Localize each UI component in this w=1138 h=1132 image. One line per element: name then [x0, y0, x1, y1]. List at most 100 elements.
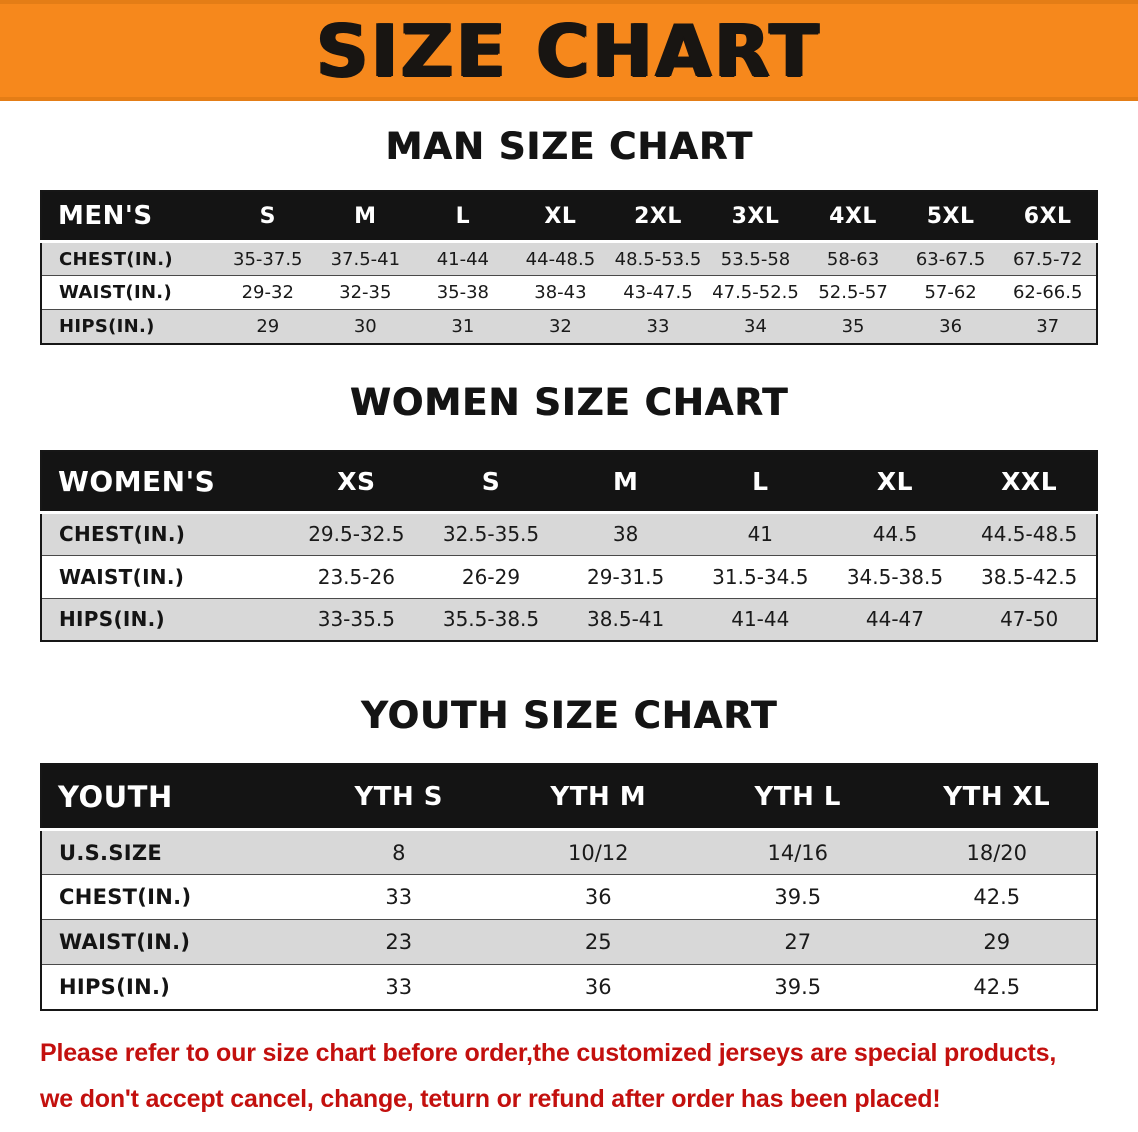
size-value-cell: 32.5-35.5: [442, 522, 540, 546]
size-value-cell: 34.5-38.5: [846, 564, 944, 589]
size-header-cell: YTH M: [498, 764, 698, 831]
size-header-cell: S: [423, 450, 559, 514]
measurement-label-cell: CHEST(IN.): [59, 248, 173, 270]
men-section-heading: MAN SIZE CHART: [385, 125, 753, 168]
size-value-cell: 34: [744, 315, 767, 337]
size-value-cell: 57-62: [924, 282, 977, 303]
size-value-cell: 33: [385, 885, 413, 909]
table-title-cell: YOUTH: [41, 764, 299, 831]
measurement-row: HIPS(IN.) 33-35.5 35.5-38.5 38.5-41 41-44 44-…: [41, 598, 1097, 641]
size-header-cell: XL: [827, 450, 963, 514]
table-title-cell: WOMEN'S: [41, 450, 289, 514]
size-header-row: MEN'S S M L XL 2XL 3XL 4XL 5XL 6XL: [41, 191, 1097, 243]
size-value-cell: 58-63: [826, 248, 880, 270]
size-header-row: WOMEN'S XS S M L XL XXL: [41, 450, 1097, 514]
size-header-cell: XL: [511, 191, 610, 243]
measurement-label-cell: WAIST(IN.): [59, 564, 185, 589]
size-value-cell: 25: [584, 930, 612, 954]
size-value-cell: 29.5-32.5: [308, 522, 405, 546]
size-value-cell: 29: [983, 930, 1011, 954]
size-header-row: YOUTH YTH S YTH M YTH L YTH XL: [41, 764, 1097, 831]
size-value-cell: 42.5: [973, 885, 1021, 909]
size-value-cell: 38: [612, 522, 639, 546]
women-section-heading: WOMEN SIZE CHART: [349, 380, 789, 424]
size-value-cell: 33: [385, 974, 413, 999]
size-value-cell: 44.5-48.5: [981, 522, 1078, 546]
measurement-row: CHEST(IN.) 33 36 39.5 42.5: [41, 874, 1097, 920]
size-value-cell: 23: [385, 930, 413, 954]
size-value-cell: 62-66.5: [1012, 282, 1083, 303]
measurement-label-cell: CHEST(IN.): [59, 522, 186, 546]
size-value-cell: 10/12: [567, 840, 629, 865]
size-value-cell: 43-47.5: [623, 282, 693, 303]
measurement-row: WAIST(IN.) 23 25 27 29: [41, 919, 1097, 965]
measurement-label-cell: WAIST(IN.): [59, 930, 191, 954]
size-value-cell: 33-35.5: [317, 607, 395, 632]
size-header-cell: XS: [289, 450, 424, 514]
size-header-cell: 6XL: [999, 191, 1097, 243]
size-value-cell: 32: [548, 315, 572, 337]
measurement-row: HIPS(IN.) 33 36 39.5 42.5: [41, 964, 1097, 1010]
measurement-label-cell: HIPS(IN.): [59, 974, 171, 999]
women-size-table: WOMEN'S XS S M L XL XXL CHEST(IN.) 29.5-32.5 32.5…: [40, 449, 1098, 642]
size-header-cell: S: [219, 191, 317, 243]
size-value-cell: 53.5-58: [720, 248, 791, 270]
size-header-cell: 5XL: [901, 191, 1000, 243]
size-value-cell: 31.5-34.5: [712, 564, 809, 589]
size-value-cell: 38.5-41: [587, 607, 665, 632]
measurement-label-cell: HIPS(IN.): [59, 315, 155, 337]
footer-note: Please refer to our size chart before or…: [40, 1035, 1098, 1118]
size-value-cell: 27: [784, 930, 812, 954]
size-header-cell: YTH S: [299, 764, 499, 831]
size-value-cell: 38-43: [534, 282, 587, 303]
men-size-table: MEN'S S M L XL 2XL 3XL 4XL 5XL 6XL CHEST(IN.) 35-37…: [40, 190, 1098, 345]
size-value-cell: 29-31.5: [587, 564, 665, 589]
size-value-cell: 44-47: [865, 607, 925, 632]
note-line-2: we don't accept cancel, change, teturn o…: [40, 1084, 941, 1113]
size-value-cell: 33: [646, 315, 670, 337]
size-header-cell: 2XL: [609, 191, 707, 243]
measurement-label-cell: WAIST(IN.): [59, 282, 172, 303]
size-value-cell: 41-44: [436, 248, 490, 270]
measurement-row: WAIST(IN.) 29-32 32-35 35-38 38-43 43-47.5 47.…: [41, 275, 1097, 310]
size-value-cell: 35: [841, 315, 865, 337]
table-title-cell: MEN'S: [41, 191, 219, 243]
size-value-cell: 26-29: [461, 564, 521, 589]
size-value-cell: 35-38: [436, 282, 490, 303]
size-value-cell: 35-37.5: [233, 248, 303, 270]
size-value-cell: 63-67.5: [915, 248, 986, 270]
size-value-cell: 47-50: [1000, 607, 1059, 632]
size-value-cell: 39.5: [774, 885, 822, 909]
size-value-cell: 44.5: [872, 522, 918, 546]
size-value-cell: 18/20: [966, 840, 1028, 865]
size-value-cell: 36: [584, 974, 612, 999]
size-value-cell: 30: [353, 315, 377, 337]
size-value-cell: 37: [1036, 315, 1060, 337]
size-value-cell: 44-48.5: [525, 248, 596, 270]
size-value-cell: 35.5-38.5: [442, 607, 540, 632]
size-header-cell: 3XL: [706, 191, 805, 243]
size-value-cell: 42.5: [973, 974, 1021, 999]
size-value-cell: 41: [747, 522, 774, 546]
measurement-label-cell: U.S.SIZE: [59, 840, 163, 865]
size-value-cell: 32-35: [339, 282, 392, 303]
size-value-cell: 38.5-42.5: [981, 564, 1078, 589]
banner-title: SIZE CHART: [316, 8, 822, 93]
size-value-cell: 36: [939, 315, 963, 337]
size-value-cell: 29: [256, 315, 280, 337]
measurement-row: HIPS(IN.) 29 30 31 32 33 34 35 36 37: [41, 309, 1097, 344]
size-header-cell: M: [558, 450, 693, 514]
measurement-row: CHEST(IN.) 29.5-32.5 32.5-35.5 38 41 44.5 44.5…: [41, 512, 1097, 555]
size-header-cell: YTH XL: [897, 764, 1097, 831]
size-value-cell: 52.5-57: [818, 282, 888, 303]
women-size-section: WOMEN SIZE CHART WOMEN'S XS S M L XL XXL CHEST(…: [0, 380, 1138, 642]
men-size-section: MAN SIZE CHART MEN'S S M L XL 2XL 3XL 4XL 5XL 6XL…: [0, 125, 1138, 345]
size-value-cell: 36: [584, 885, 612, 909]
size-value-cell: 39.5: [774, 974, 822, 999]
size-value-cell: 8: [392, 840, 406, 865]
measurement-label-cell: CHEST(IN.): [59, 885, 192, 909]
size-value-cell: 37.5-41: [330, 248, 401, 270]
size-value-cell: 31: [451, 315, 475, 337]
youth-size-section: YOUTH SIZE CHART YOUTH YTH S YTH M YTH L YTH…: [0, 694, 1138, 1011]
note-line-1: Please refer to our size chart before or…: [40, 1038, 1057, 1067]
